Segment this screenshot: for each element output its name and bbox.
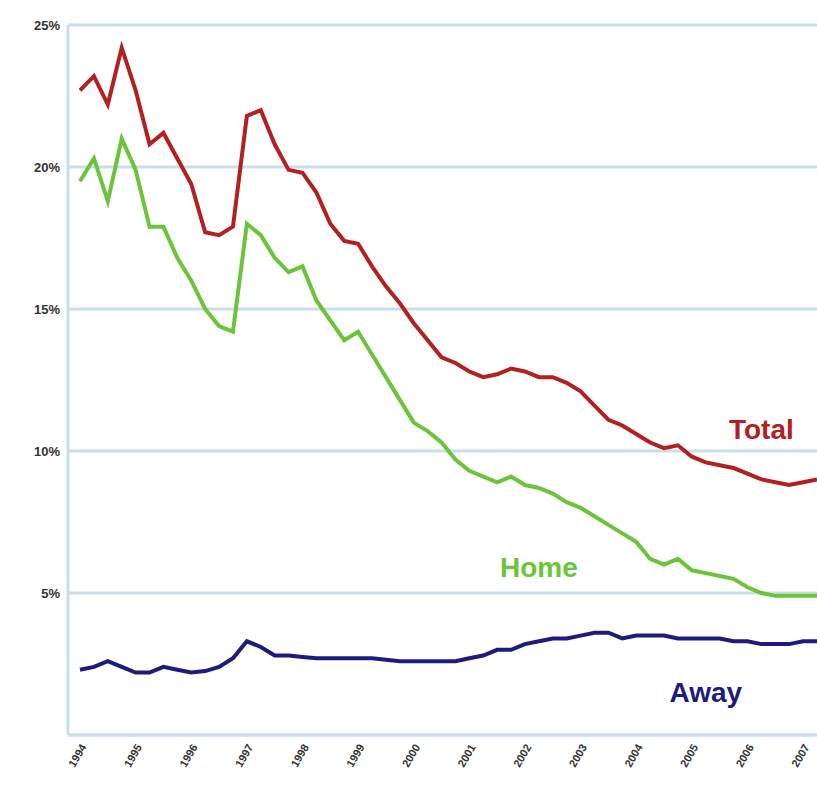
svg-text:2006: 2006	[733, 742, 756, 769]
svg-text:Home: Home	[500, 552, 578, 583]
svg-text:2003: 2003	[566, 742, 589, 769]
svg-text:2007: 2007	[789, 742, 812, 769]
svg-text:2005: 2005	[678, 742, 701, 769]
svg-text:1997: 1997	[233, 742, 256, 769]
svg-text:2000: 2000	[400, 742, 423, 769]
svg-text:Away: Away	[669, 677, 742, 708]
svg-text:25%: 25%	[34, 18, 60, 33]
svg-text:1995: 1995	[121, 742, 144, 769]
svg-text:20%: 20%	[34, 160, 60, 175]
svg-text:2001: 2001	[455, 742, 478, 769]
svg-text:1998: 1998	[288, 742, 311, 769]
svg-text:1996: 1996	[177, 742, 200, 769]
svg-text:Total: Total	[729, 414, 794, 445]
svg-text:1999: 1999	[344, 742, 367, 769]
svg-text:5%: 5%	[41, 586, 60, 601]
svg-text:2004: 2004	[622, 741, 645, 769]
svg-text:15%: 15%	[34, 302, 60, 317]
svg-text:1994: 1994	[66, 741, 89, 769]
svg-text:10%: 10%	[34, 444, 60, 459]
svg-text:2002: 2002	[511, 742, 534, 769]
